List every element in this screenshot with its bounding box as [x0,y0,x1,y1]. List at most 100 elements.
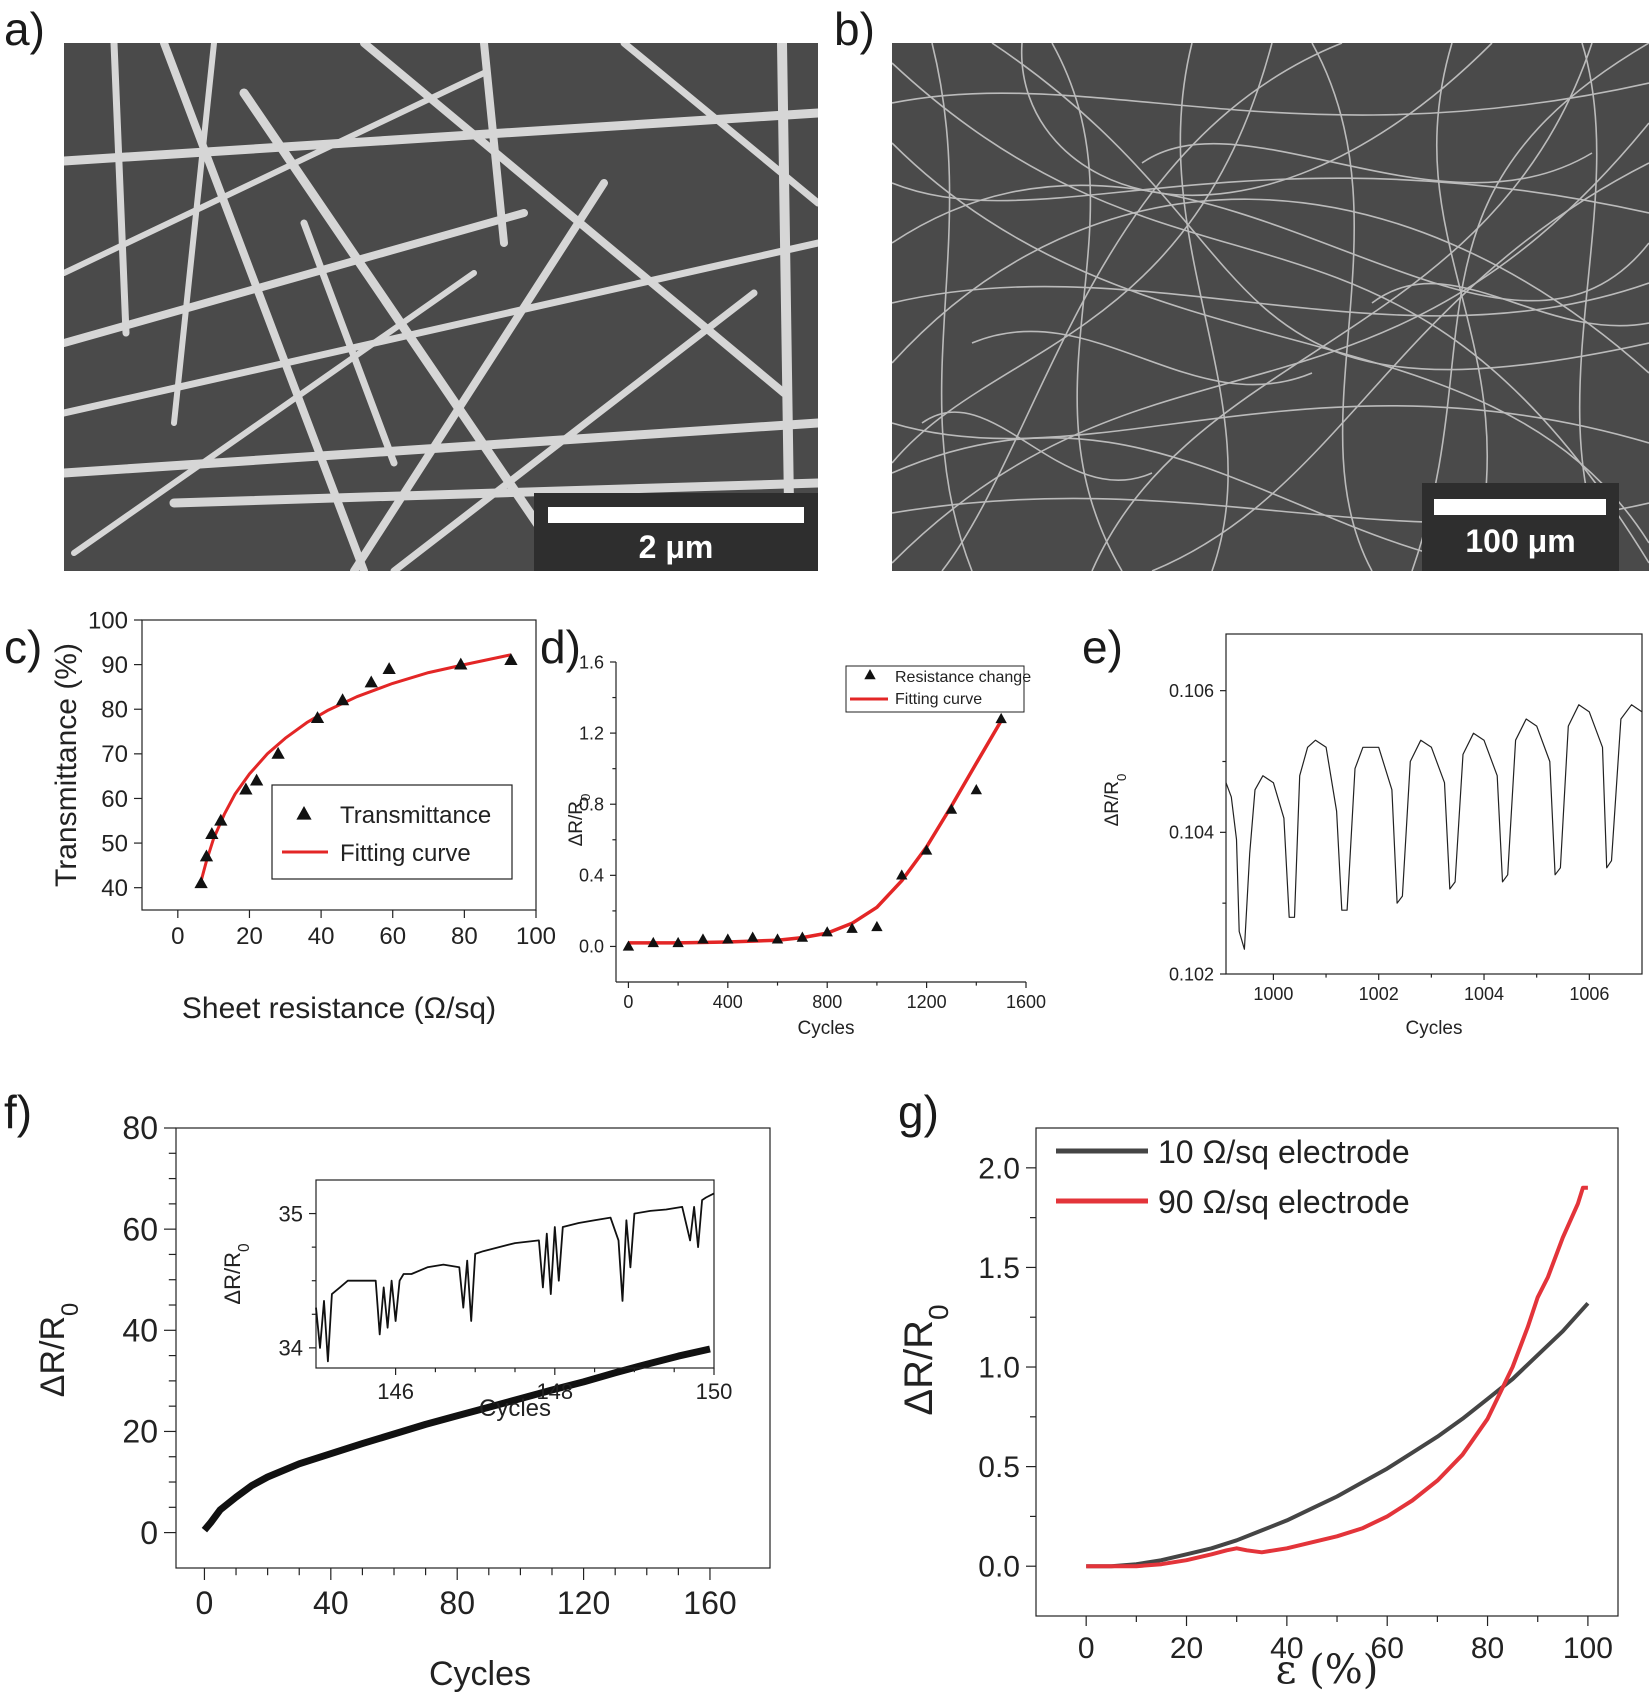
x-tick-label: 0 [171,923,184,950]
chart-long-cycling: 0 40 80 120 160 0 20 40 60 80 Cycles ΔR/R0 146 148 150… [34,1110,771,1693]
y-tick-label: 70 [101,741,128,768]
x-axis-label: ε (%) [1276,1647,1379,1693]
series-line-10ohm [1086,1301,1590,1569]
series-line-90ohm [1086,1185,1588,1569]
x-tick-label: 1004 [1464,984,1504,1004]
x-tick-label: 1002 [1359,984,1399,1004]
data-point-triangle [970,784,983,795]
data-point-triangle [335,693,350,706]
plot-frame [141,619,537,911]
x-axis-label: Cycles [1405,1018,1462,1039]
scale-label-b: 100 μm [1465,523,1576,559]
y-tick-label: 50 [101,830,128,857]
data-point-triangle [199,849,214,862]
y-tick-label: 0.8 [579,795,604,815]
y-tick-label: 90 [101,652,128,679]
data-point-triangle [746,931,759,942]
x-tick-label: 40 [1270,1632,1303,1665]
data-point-triangle [846,922,858,933]
y-tick-label: 0.102 [1169,964,1214,984]
x-tick-label: 146 [377,1379,414,1404]
x-tick-label: 800 [812,992,842,1012]
x-tick-label: 60 [1371,1632,1404,1665]
x-tick-label: 20 [236,923,263,950]
panel-label-b: b) [834,3,875,55]
x-tick-label: 150 [696,1379,733,1404]
panel-label-d: d) [540,621,581,673]
plot-frame [315,1179,715,1369]
y-tick-label: 80 [101,697,128,724]
x-tick-label: 0 [196,1585,214,1621]
data-line [201,1345,711,1533]
plot-frame [1225,633,1643,975]
y-tick-label: 0.106 [1169,681,1214,701]
data-point-triangle [194,876,208,889]
plot-frame [1035,1127,1619,1617]
data-point-triangle [622,940,635,951]
x-tick-label: 40 [308,923,335,950]
data-point-triangle [771,933,784,944]
x-tick-label: 120 [557,1585,610,1621]
legend-label: Transmittance [340,802,491,829]
data-point-triangle [214,813,228,826]
nanowire-image-a [64,43,818,571]
x-tick-label: 400 [713,992,743,1012]
inset-x-axis-label: Cycles [479,1395,551,1422]
data-point-triangle [382,662,396,674]
chart-resistance-change: 0 400 800 1200 1600 0.0 0.4 0.8 1.2 1.6 Cycles ΔR/R… [566,652,1046,1039]
scale-bar-a [548,507,804,523]
y-tick-label: 0.0 [978,1551,1020,1584]
legend-box [845,665,1025,713]
y-tick-label: 100 [88,607,128,634]
x-tick-label: 148 [536,1379,573,1404]
x-tick-label: 100 [1563,1632,1613,1665]
panel-label-g: g) [898,1086,939,1138]
data-point-triangle [920,844,933,855]
x-axis-label: Cycles [429,1655,531,1693]
x-tick-label: 40 [313,1585,349,1621]
y-tick-label: 2.0 [978,1152,1020,1185]
y-axis-label: ΔR/R0 [1102,774,1129,827]
chart-transmittance: 0 20 40 60 80 100 40 50 60 70 80 90 100 Sheet resista… [50,607,556,1025]
y-tick-label: 60 [101,786,128,813]
panel-label-c: c) [4,621,43,673]
y-tick-label: 0.5 [978,1451,1020,1484]
y-tick-label: 0 [140,1515,158,1551]
data-point-triangle [697,933,709,944]
y-tick-label: 60 [122,1211,158,1247]
data-point-triangle [722,933,734,944]
y-tick-label: 1.0 [978,1352,1020,1385]
data-point-triangle [364,675,378,688]
x-tick-label: 1600 [1006,992,1046,1012]
data-point-triangle [995,712,1007,724]
inset-y-axis-label: ΔR/R0 [220,1243,253,1304]
fitting-curve-line [199,653,512,882]
data-point-triangle [871,920,883,932]
scale-bar-b [1434,499,1606,515]
panel-label-f: f) [4,1086,33,1138]
y-tick-label: 40 [101,875,128,902]
y-axis-label: ΔR/R0 [897,1304,954,1415]
x-tick-label: 1200 [907,992,947,1012]
legend-label: Fitting curve [340,840,471,867]
data-point-triangle [504,653,518,666]
y-tick-label: 0.104 [1169,823,1214,843]
data-point-triangle [821,926,833,937]
x-axis-label: Sheet resistance (Ω/sq) [182,992,496,1025]
legend-box [271,784,513,880]
data-point-triangle [896,869,908,880]
data-point-triangle [647,936,659,948]
x-tick-label: 0 [623,992,633,1012]
x-tick-label: 60 [379,923,406,950]
sem-image-b: 100 μm [892,43,1649,571]
data-point-triangle [249,773,264,786]
data-point-triangle [271,746,285,759]
plot-frame [175,1127,771,1569]
y-tick-label: 34 [279,1336,303,1361]
y-tick-label: 1.5 [978,1252,1020,1285]
scale-label-a: 2 μm [638,529,714,565]
x-tick-label: 80 [1471,1632,1504,1665]
legend-marker-triangle [296,806,312,820]
x-tick-label: 1006 [1569,984,1609,1004]
y-tick-label: 20 [122,1414,158,1450]
